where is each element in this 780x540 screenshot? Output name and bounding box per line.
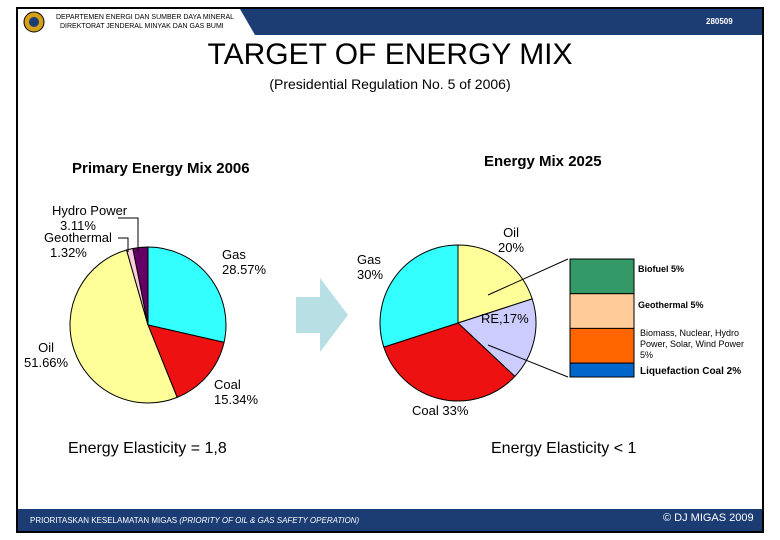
re-bar-segment-1 — [569, 258, 635, 295]
chart-2025-title: Energy Mix 2025 — [484, 153, 602, 170]
re-bar-segment-4 — [569, 362, 635, 378]
leader-hydro — [118, 217, 139, 252]
pie-2025-slice-oil — [457, 244, 533, 324]
pie-2025 — [379, 244, 537, 402]
doc-code: 280509 — [706, 17, 733, 26]
pie-2006 — [69, 246, 227, 404]
elasticity-2006: Energy Elasticity = 1,8 — [68, 440, 227, 457]
re-breakdown-bar — [569, 258, 635, 378]
re-liquefaction-label: Liquefaction Coal 2% — [640, 366, 742, 377]
label-coal-2025: Coal 33% — [412, 403, 469, 418]
pie-2006-slice-gas — [147, 246, 227, 343]
ministry-logo — [22, 11, 46, 33]
footer-text: PRIORITASKAN KESELAMATAN MIGAS (PRIORITY… — [30, 516, 360, 525]
pie-2006-slice-hydro-power — [132, 246, 149, 326]
label-oil-2006: Oil 51.66% — [24, 340, 69, 370]
leader-re-bottom — [487, 344, 569, 378]
label-coal-2006: Coal 15.34% — [214, 377, 259, 407]
label-gas-2025: Gas 30% — [357, 252, 384, 282]
re-bar-segment-3 — [569, 327, 635, 364]
re-biofuel-label: Biofuel 5% — [638, 264, 685, 274]
footer-bar — [18, 509, 762, 531]
page-subtitle: (Presidential Regulation No. 5 of 2006) — [269, 76, 511, 92]
arrow-shape — [296, 278, 348, 352]
label-gas-2006: Gas 28.57% — [222, 247, 267, 277]
label-oil-2025: Oil 20% — [498, 225, 525, 255]
re-bar-segment-2 — [569, 293, 635, 329]
org-line-2: DIREKTORAT JENDERAL MINYAK DAN GAS BUMI — [60, 23, 224, 30]
page-title: TARGET OF ENERGY MIX — [207, 38, 573, 71]
leader-re-top — [487, 258, 569, 296]
label-re-2025: RE,17% — [481, 311, 529, 326]
pie-2025-slice-coal — [383, 322, 516, 402]
leader-lines — [118, 217, 569, 378]
pie-2025-slice-re — [457, 298, 537, 378]
re-geothermal-label: Geothermal 5% — [638, 300, 704, 310]
pie-2025-slice-gas — [379, 244, 459, 348]
pie-2006-slice-oil — [69, 249, 178, 404]
label-hydro-2006: Hydro Power 3.11% — [52, 203, 128, 233]
pie-2006-slice-coal — [147, 324, 225, 399]
re-other-label: Biomass, Nuclear, Hydro Power, Solar, Win… — [640, 328, 745, 360]
org-line-1: DEPARTEMEN ENERGI DAN SUMBER DAYA MINERA… — [56, 14, 235, 21]
header-white-tab — [18, 9, 255, 35]
footer-copyright: © DJ MIGAS 2009 — [663, 512, 754, 524]
label-geothermal-2006: Geothermal 1.32% — [44, 230, 112, 260]
leader-geothermal — [118, 237, 129, 252]
chart-2006-title: Primary Energy Mix 2006 — [72, 160, 250, 177]
elasticity-2025: Energy Elasticity < 1 — [491, 440, 637, 457]
